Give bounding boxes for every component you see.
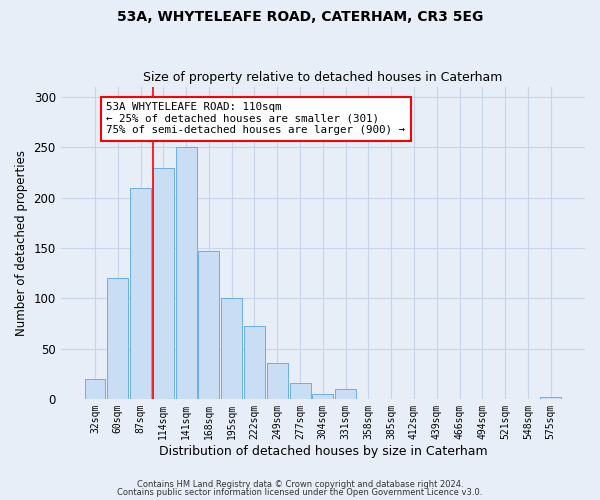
- X-axis label: Distribution of detached houses by size in Caterham: Distribution of detached houses by size …: [158, 444, 487, 458]
- Bar: [267, 362, 288, 399]
- Bar: [130, 188, 151, 399]
- Text: 53A WHYTELEAFE ROAD: 110sqm
← 25% of detached houses are smaller (301)
75% of se: 53A WHYTELEAFE ROAD: 110sqm ← 25% of det…: [106, 102, 406, 136]
- Text: 53A, WHYTELEAFE ROAD, CATERHAM, CR3 5EG: 53A, WHYTELEAFE ROAD, CATERHAM, CR3 5EG: [117, 10, 483, 24]
- Bar: [540, 397, 561, 399]
- Title: Size of property relative to detached houses in Caterham: Size of property relative to detached ho…: [143, 72, 503, 85]
- Bar: [290, 382, 311, 399]
- Bar: [176, 148, 197, 399]
- Bar: [244, 326, 265, 399]
- Y-axis label: Number of detached properties: Number of detached properties: [15, 150, 28, 336]
- Bar: [199, 251, 220, 399]
- Text: Contains HM Land Registry data © Crown copyright and database right 2024.: Contains HM Land Registry data © Crown c…: [137, 480, 463, 489]
- Bar: [313, 394, 334, 399]
- Bar: [221, 298, 242, 399]
- Bar: [107, 278, 128, 399]
- Bar: [335, 389, 356, 399]
- Bar: [85, 378, 106, 399]
- Text: Contains public sector information licensed under the Open Government Licence v3: Contains public sector information licen…: [118, 488, 482, 497]
- Bar: [153, 168, 174, 399]
